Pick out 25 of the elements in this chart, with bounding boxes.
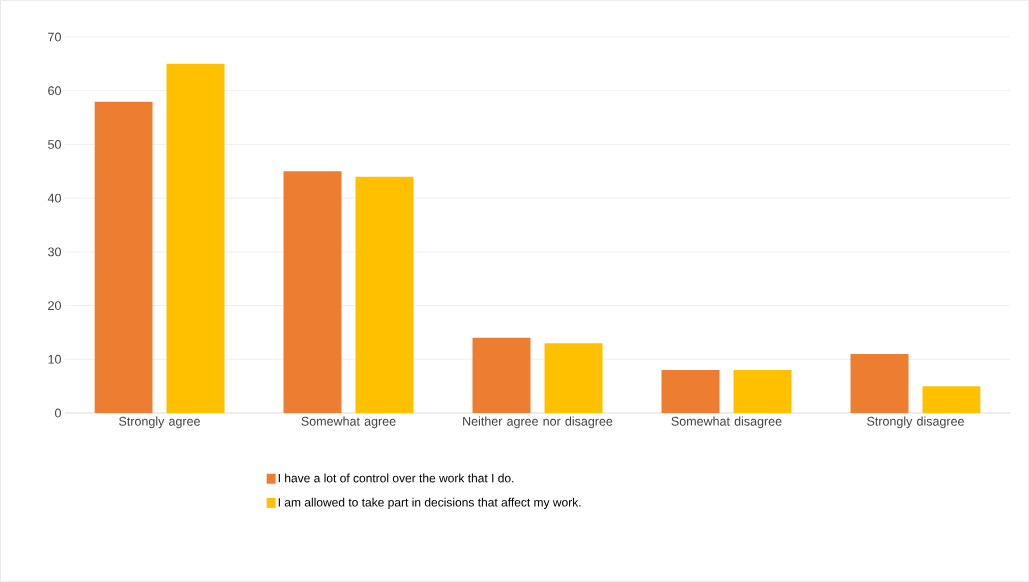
x-tick-label: Strongly disagree — [867, 416, 964, 429]
x-tick-label: Strongly agree — [119, 416, 200, 429]
y-tick-label: 60 — [48, 86, 61, 96]
y-tick-label: 10 — [48, 354, 61, 364]
y-tick-label: 50 — [48, 140, 61, 149]
bar — [661, 370, 720, 413]
legend-label: I am allowed to take part in decisions that affect my work. — [278, 497, 581, 509]
bar — [850, 353, 909, 413]
x-tick-label: Somewhat agree — [301, 416, 396, 429]
legend-label: I have a lot of control over the work that I do. — [278, 473, 514, 483]
bar — [733, 370, 792, 413]
x-tick-label: Somewhat disagree — [671, 416, 782, 429]
y-tick-label: 70 — [48, 32, 61, 42]
x-tick-label: Neither agree nor disagree — [463, 416, 613, 429]
bar — [283, 171, 342, 413]
bar — [94, 101, 153, 413]
y-tick-label: 40 — [47, 193, 61, 203]
bar — [472, 337, 531, 413]
y-tick-label: 20 — [48, 301, 61, 310]
bar — [166, 63, 225, 413]
bar — [922, 386, 981, 413]
bar — [544, 343, 603, 413]
bar — [355, 176, 414, 413]
y-tick-label: 0 — [55, 408, 61, 418]
y-tick-label: 30 — [48, 247, 61, 257]
